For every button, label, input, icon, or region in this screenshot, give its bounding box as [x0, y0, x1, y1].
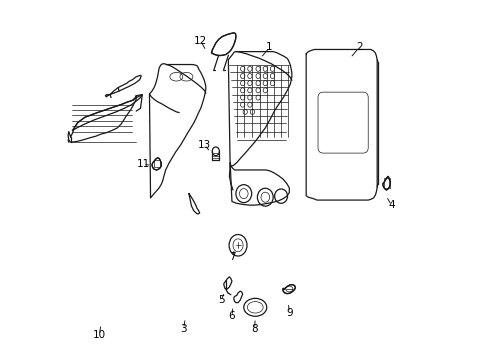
Ellipse shape	[244, 298, 266, 316]
Text: 5: 5	[218, 295, 224, 305]
Polygon shape	[382, 176, 389, 190]
Ellipse shape	[228, 234, 246, 256]
Text: 6: 6	[228, 311, 235, 321]
Polygon shape	[230, 163, 289, 205]
Text: 11: 11	[137, 159, 150, 169]
Polygon shape	[228, 51, 291, 166]
Text: 7: 7	[228, 252, 235, 262]
Text: 3: 3	[180, 324, 186, 334]
Text: 10: 10	[93, 330, 105, 340]
Polygon shape	[152, 158, 161, 170]
Polygon shape	[282, 285, 295, 294]
Text: 9: 9	[285, 308, 292, 318]
Bar	[383, 178, 389, 188]
Text: 4: 4	[387, 200, 394, 210]
Text: 12: 12	[194, 36, 207, 46]
Polygon shape	[305, 49, 376, 200]
Text: 13: 13	[197, 140, 210, 150]
Text: 8: 8	[251, 324, 257, 334]
Polygon shape	[211, 33, 235, 55]
Polygon shape	[149, 64, 205, 198]
Text: 1: 1	[266, 42, 272, 52]
Text: 2: 2	[355, 42, 362, 52]
Bar	[154, 160, 160, 167]
